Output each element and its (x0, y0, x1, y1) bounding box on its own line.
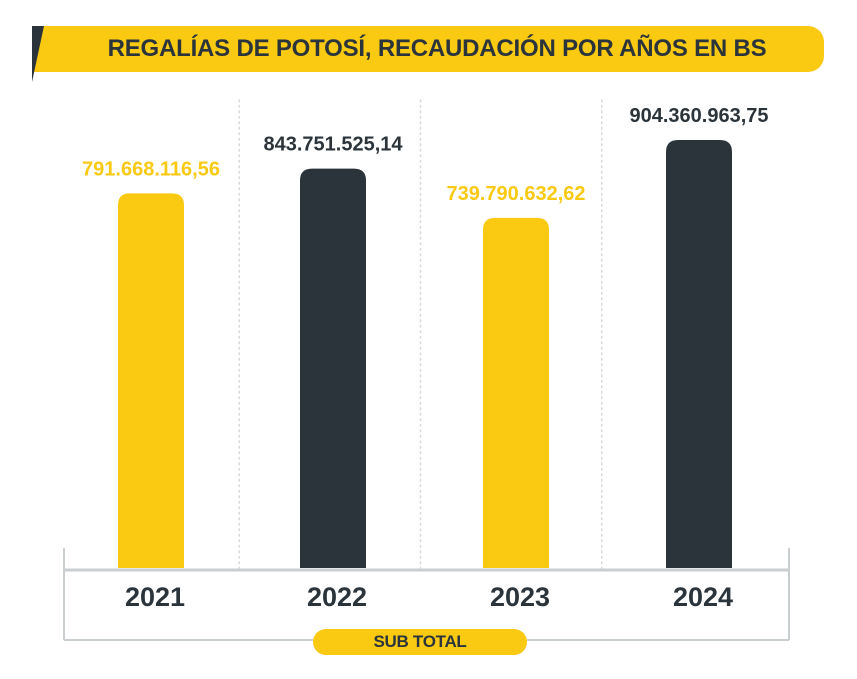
x-tick-label-2023: 2023 (490, 582, 550, 612)
bar-2021 (118, 193, 184, 568)
x-tick-label-2024: 2024 (673, 582, 733, 612)
bar-2022 (300, 168, 366, 569)
bar-2023 (483, 217, 549, 568)
chart-title: REGALÍAS DE POTOSÍ, RECAUDACIÓN POR AÑOS… (107, 35, 767, 62)
x-tick-label-2022: 2022 (307, 582, 367, 612)
data-label-2022: 843.751.525,14 (263, 134, 403, 156)
x-tick-label-2021: 2021 (125, 582, 185, 612)
data-label-2023: 739.790.632,62 (446, 183, 585, 205)
title-accent (32, 26, 44, 82)
title-bar (32, 26, 824, 72)
subtotal-label: SUB TOTAL (313, 629, 527, 655)
data-label-2021: 791.668.116,56 (82, 158, 220, 180)
data-label-2024: 904.360.963,75 (629, 105, 768, 127)
bar-2024 (666, 140, 732, 568)
